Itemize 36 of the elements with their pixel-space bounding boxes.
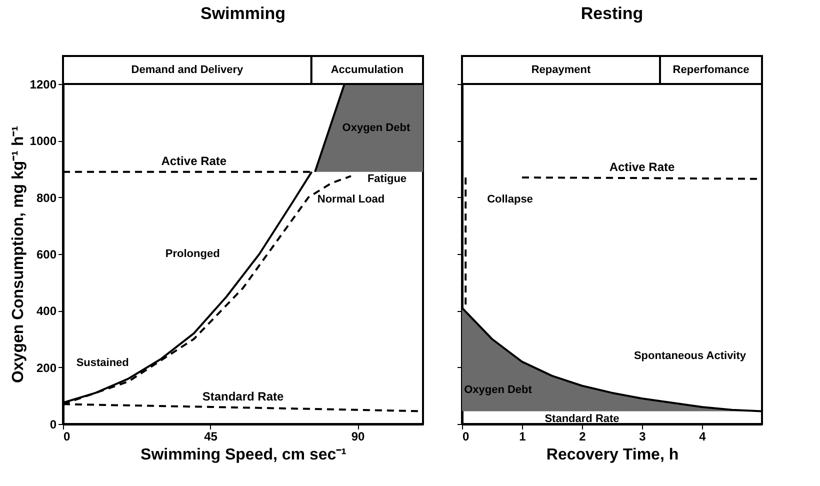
y-tick-label: 200	[36, 360, 57, 375]
x-tick-label: 4	[699, 430, 706, 444]
x-axis-title: Recovery Time, h	[546, 446, 679, 464]
text: Repayment	[531, 64, 591, 76]
annotation: Sustained	[76, 356, 129, 369]
y-tick-label: 1000	[30, 134, 57, 148]
y-tick-label: 600	[36, 248, 57, 262]
x-tick-label: 0	[462, 430, 470, 444]
text: Reperfomance	[672, 64, 750, 76]
annotation: Standard Rate	[544, 412, 620, 425]
series-label: Active Rate	[609, 160, 675, 174]
annotation: Oxygen Debt	[464, 384, 532, 396]
annotation: Prolonged	[165, 248, 220, 260]
x-tick-label: 0	[64, 430, 70, 444]
series-label: Standard Rate	[202, 390, 284, 404]
annotation: Spontaneous Activity	[634, 350, 747, 362]
text: Demand and Delivery	[131, 64, 244, 76]
series-label: Active Rate	[161, 154, 227, 168]
x-tick-label: 2	[579, 430, 586, 444]
annotation: Fatigue	[367, 173, 407, 186]
y-tick-label: 800	[36, 190, 57, 205]
x-tick-label: 1	[519, 430, 526, 444]
x-tick-label: 3	[639, 430, 646, 444]
text: Accumulation	[330, 64, 404, 76]
x-tick-label: 45	[204, 430, 218, 444]
annotation: Oxygen Debt	[342, 122, 410, 134]
y-tick-label: 400	[36, 304, 57, 318]
chart-title: Swimming	[200, 4, 286, 23]
y-tick-label: 1200	[30, 78, 57, 92]
x-tick-label: 90	[351, 430, 366, 444]
y-tick-label: 0	[50, 418, 57, 432]
x-axis-title: Swimming Speed, cm sec⁻¹	[140, 446, 346, 464]
chart-title: Resting	[580, 4, 644, 23]
annotation: Collapse	[487, 194, 533, 206]
annotation: Normal Load	[317, 194, 385, 206]
y-axis-title: Oxygen Consumption, mg kg⁻¹ h⁻¹	[10, 126, 27, 384]
